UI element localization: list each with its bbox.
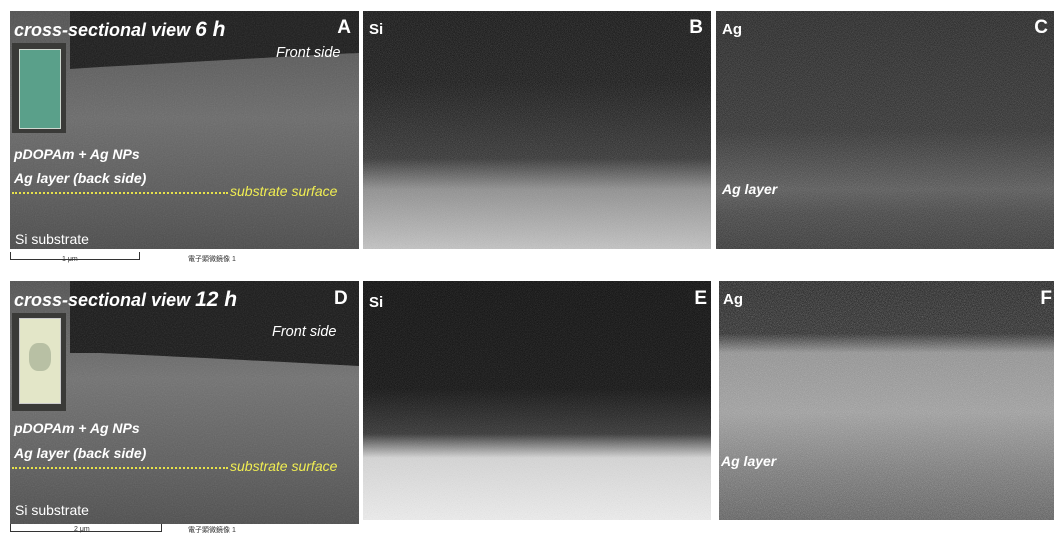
eds-map-panel-c: Ag C Ag layer (716, 11, 1054, 249)
si-map-e (363, 281, 711, 520)
caption-d: 電子顕微鏡像 1 (188, 527, 236, 534)
si-map-b (363, 11, 711, 249)
panel-letter-d: D (334, 288, 348, 309)
eds-map-panel-b: Si B (363, 11, 711, 249)
substrate-surface-label-a: substrate surface (230, 183, 338, 199)
panel-letter-e: E (694, 288, 707, 309)
scale-bar-d (10, 524, 162, 532)
caption-a: 電子顕微鏡像 1 (188, 256, 236, 263)
ag-map-c (716, 11, 1054, 249)
substrate-label-a: Si substrate (15, 231, 89, 247)
eds-map-panel-e: Si E (363, 281, 711, 520)
front-side-label-a: Front side (276, 45, 341, 61)
sample-photo-inset-d (12, 313, 66, 411)
element-label-e: Si (369, 294, 384, 311)
coating-label-a: pDOPAm + Ag NPs (14, 146, 140, 162)
ag-layer-label-d: Ag layer (back side) (14, 445, 147, 461)
element-label-c: Ag (722, 21, 742, 38)
panel-letter-b: B (689, 17, 703, 38)
title-prefix-a: cross-sectional view (14, 20, 191, 40)
title-time-d: 12 h (195, 288, 238, 311)
sem-image-a (10, 11, 359, 249)
substrate-label-d: Si substrate (15, 502, 89, 518)
ag-layer-label-f: Ag layer (721, 453, 777, 469)
title-time-a: 6 h (195, 18, 226, 41)
scale-label-d: 2 μm (74, 526, 90, 533)
sem-image-d (10, 281, 359, 524)
sem-panel-d: cross-sectional view 12 h D Front side p… (10, 281, 359, 524)
panel-letter-a: A (337, 17, 351, 38)
element-label-f: Ag (723, 291, 743, 308)
ag-map-f (719, 281, 1054, 520)
eds-map-panel-f: Ag F Ag layer (719, 281, 1054, 520)
coating-label-d: pDOPAm + Ag NPs (14, 420, 140, 436)
element-label-b: Si (369, 21, 384, 38)
front-side-label-d: Front side (272, 324, 337, 340)
sample-photo-inset-a (12, 43, 66, 133)
title-a: cross-sectional view 6 h (14, 18, 225, 42)
panel-letter-f: F (1040, 288, 1052, 309)
substrate-surface-line-d (12, 467, 228, 469)
ag-layer-label-c: Ag layer (722, 181, 778, 197)
title-d: cross-sectional view 12 h (14, 288, 237, 312)
ag-layer-label-a: Ag layer (back side) (14, 170, 147, 186)
scale-label-a: 1 μm (62, 256, 78, 263)
scale-bar-a (10, 252, 140, 260)
sem-panel-a: cross-sectional view 6 h A Front side pD… (10, 11, 359, 249)
substrate-surface-label-d: substrate surface (230, 458, 338, 474)
title-prefix-d: cross-sectional view (14, 290, 191, 310)
panel-letter-c: C (1034, 17, 1048, 38)
substrate-surface-line-a (12, 192, 228, 194)
